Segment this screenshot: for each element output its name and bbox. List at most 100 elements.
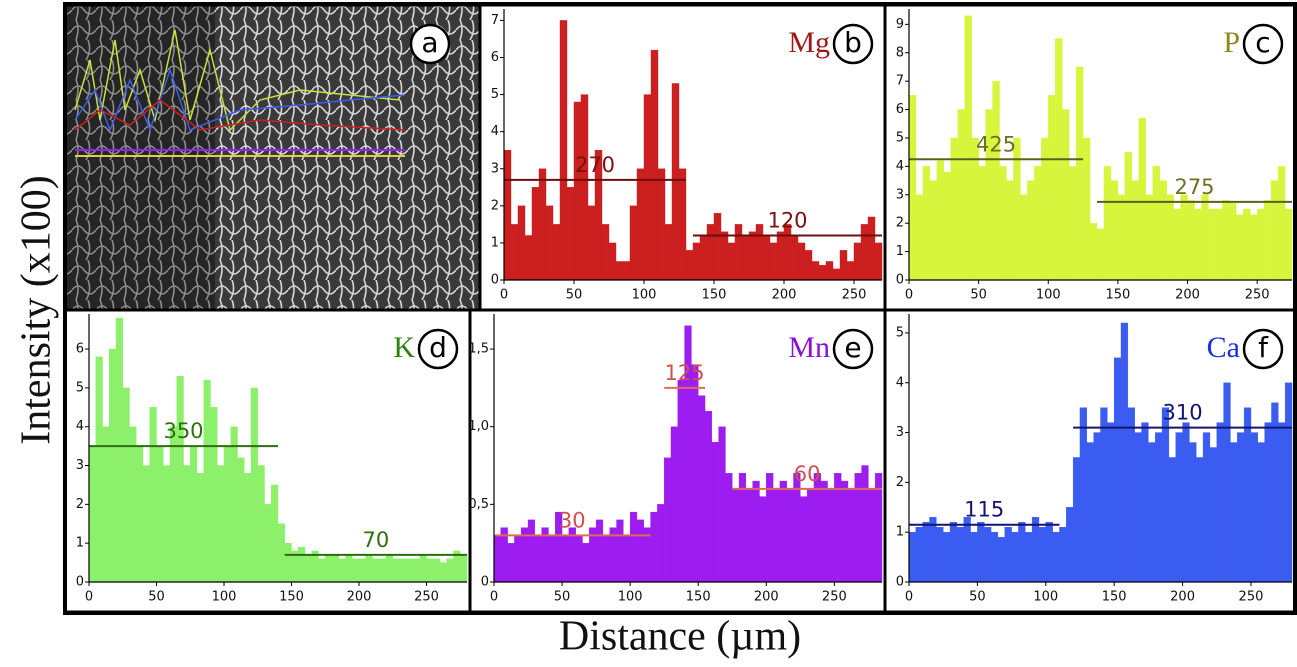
bar	[244, 473, 252, 583]
bar	[1263, 200, 1272, 281]
x-tick-label: 150	[1102, 590, 1127, 605]
bar	[379, 558, 387, 583]
bar	[1093, 432, 1101, 583]
bar	[1110, 180, 1119, 281]
bar	[1223, 382, 1231, 583]
bar	[963, 517, 971, 583]
bar	[818, 264, 827, 281]
y-tick-label: 1	[76, 536, 84, 551]
bar	[527, 519, 536, 583]
bar	[874, 242, 883, 281]
bar	[163, 465, 171, 583]
bar	[1284, 382, 1293, 583]
bar	[1034, 166, 1042, 281]
bar	[608, 242, 617, 281]
bar	[217, 465, 225, 583]
bar	[156, 445, 164, 583]
bar	[230, 426, 238, 583]
chart-panel: 30 125 60 0 0,5 1,0 1,5 0 50 100 150 200 250 Mn e	[468, 314, 883, 605]
bar	[1103, 166, 1112, 281]
bar	[1250, 432, 1259, 583]
x-tick-label: 150	[686, 590, 711, 605]
bar	[149, 407, 157, 583]
bar	[698, 395, 706, 583]
y-tick-label: 5	[896, 130, 904, 145]
bar	[1202, 432, 1211, 583]
bar	[1271, 402, 1279, 583]
bar	[548, 535, 556, 583]
bar	[929, 180, 938, 281]
x-tick-label: 250	[842, 288, 867, 303]
x-tick-label: 0	[500, 288, 508, 303]
x-tick-label: 200	[772, 288, 797, 303]
bar	[325, 554, 333, 583]
bar	[748, 231, 757, 281]
bar	[88, 445, 96, 583]
bar	[847, 488, 855, 583]
bar	[419, 554, 427, 583]
bar	[223, 445, 231, 583]
bar	[1152, 166, 1160, 281]
y-tick-label: 0	[76, 575, 84, 590]
bar	[196, 473, 204, 583]
bar	[1117, 194, 1126, 281]
image-shade	[65, 5, 215, 310]
bar	[601, 224, 610, 281]
x-tick-label: 50	[969, 590, 986, 605]
bar	[990, 531, 999, 583]
panel-badge	[832, 23, 874, 65]
mean-label: 270	[575, 153, 615, 177]
bar	[1250, 214, 1258, 281]
bar	[706, 224, 715, 281]
bar	[1018, 522, 1026, 583]
bar	[956, 527, 964, 583]
bar	[929, 517, 937, 583]
bar	[1086, 442, 1094, 583]
bar	[1256, 208, 1265, 281]
bar	[1216, 422, 1224, 583]
bar	[772, 488, 781, 583]
y-tick-label: 2	[76, 497, 84, 512]
bar	[725, 473, 733, 583]
y-tick-label: 1	[896, 525, 904, 540]
bar	[338, 558, 346, 583]
bar	[595, 519, 604, 583]
x-tick-label: 50	[148, 590, 165, 605]
bar	[433, 558, 441, 583]
bar	[1208, 208, 1216, 281]
mean-label: 120	[767, 209, 807, 233]
x-tick-label: 150	[279, 590, 304, 605]
bar	[1264, 422, 1272, 583]
bar	[922, 522, 930, 583]
y-tick-label: 2	[896, 216, 904, 231]
bar	[616, 519, 624, 583]
bar	[832, 268, 841, 281]
bar	[250, 387, 258, 583]
mean-label: 425	[976, 132, 1016, 156]
y-axis-label: Intensity (x100)	[14, 175, 60, 444]
bar	[1045, 522, 1053, 583]
y-tick-label: 3	[491, 161, 499, 176]
bar	[1020, 194, 1028, 281]
bar	[552, 224, 561, 281]
panel-label: d	[429, 331, 447, 364]
bar	[1107, 422, 1115, 583]
bar	[825, 261, 834, 281]
bar	[1270, 180, 1279, 281]
bar	[1059, 527, 1067, 583]
x-tick-label: 100	[632, 288, 657, 303]
bar	[1173, 208, 1181, 281]
panel-label: e	[844, 331, 861, 364]
bar	[446, 558, 454, 583]
panel-badge	[409, 23, 451, 65]
bar	[1243, 407, 1252, 583]
bar	[1124, 151, 1133, 281]
y-tick-label: 7	[491, 13, 499, 28]
panel-label: a	[421, 26, 438, 59]
bar	[1072, 457, 1081, 583]
bar	[580, 94, 589, 281]
bar	[298, 546, 306, 583]
bar	[392, 558, 400, 583]
bar	[352, 558, 360, 583]
bar	[713, 213, 722, 281]
